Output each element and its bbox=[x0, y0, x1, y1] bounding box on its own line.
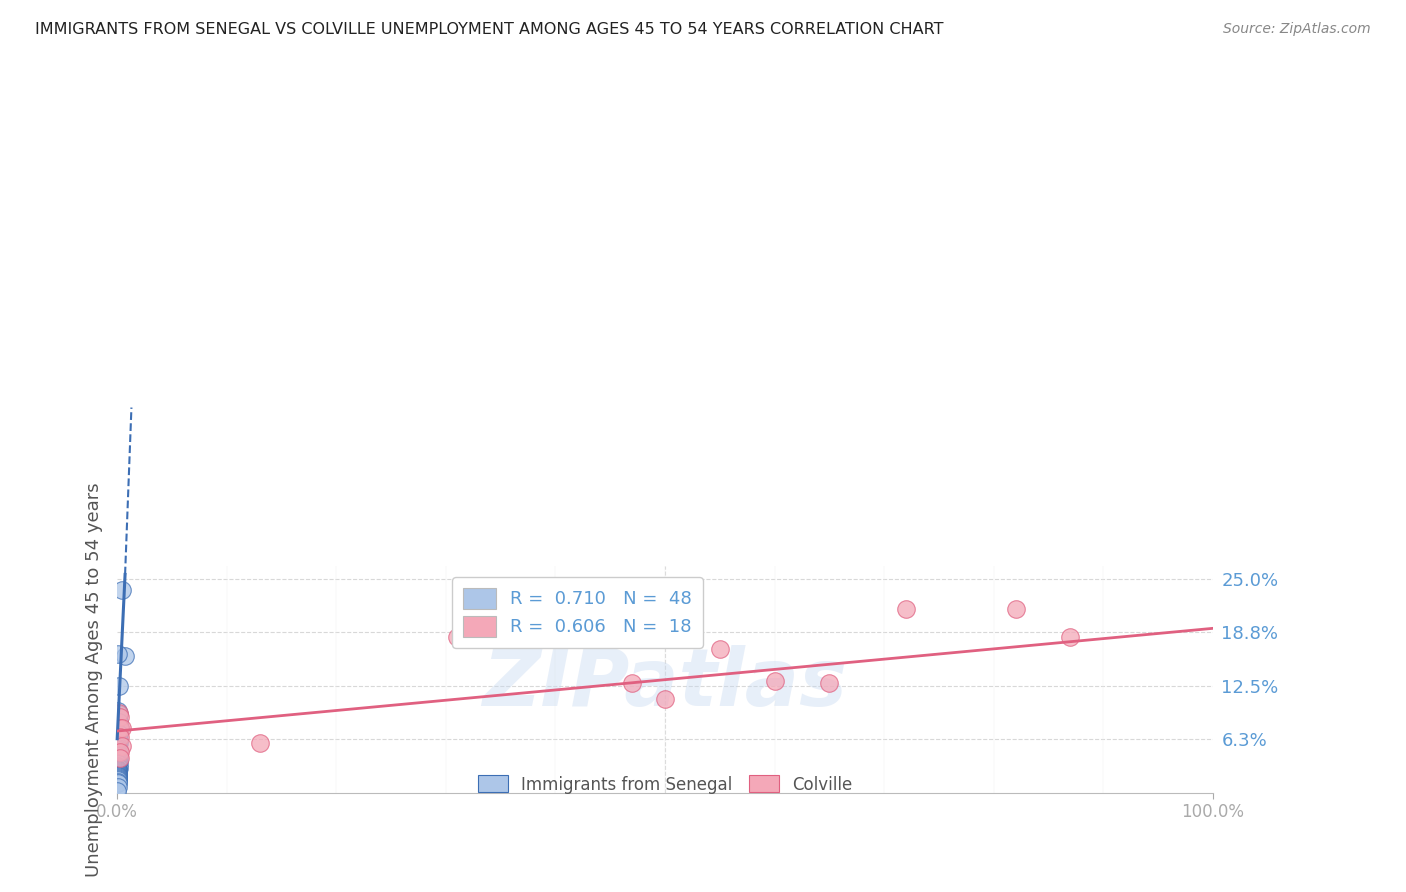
Point bbox=[107, 768, 129, 782]
Point bbox=[105, 784, 128, 798]
Point bbox=[108, 743, 131, 757]
Point bbox=[110, 722, 132, 736]
Point bbox=[107, 725, 129, 739]
Point bbox=[763, 674, 786, 689]
Point bbox=[108, 715, 131, 730]
Point bbox=[110, 722, 132, 736]
Point bbox=[110, 710, 132, 724]
Point bbox=[110, 745, 132, 759]
Legend: Immigrants from Senegal, Colville: Immigrants from Senegal, Colville bbox=[471, 769, 859, 800]
Point bbox=[108, 727, 131, 741]
Point bbox=[107, 750, 129, 764]
Point bbox=[107, 756, 129, 770]
Point bbox=[108, 753, 131, 767]
Point bbox=[107, 770, 129, 784]
Point bbox=[107, 780, 129, 794]
Point bbox=[709, 641, 731, 656]
Point bbox=[108, 679, 131, 693]
Point bbox=[108, 761, 131, 775]
Point bbox=[107, 772, 129, 787]
Point bbox=[107, 766, 129, 780]
Point bbox=[107, 776, 129, 790]
Point bbox=[107, 771, 129, 785]
Point bbox=[249, 736, 271, 750]
Point bbox=[107, 746, 129, 760]
Point bbox=[894, 601, 917, 615]
Point bbox=[107, 739, 129, 753]
Point bbox=[107, 704, 129, 718]
Point bbox=[108, 736, 131, 750]
Point bbox=[108, 756, 131, 771]
Point bbox=[107, 763, 129, 777]
Point bbox=[110, 751, 132, 765]
Text: Source: ZipAtlas.com: Source: ZipAtlas.com bbox=[1223, 22, 1371, 37]
Point bbox=[110, 582, 132, 597]
Point bbox=[107, 767, 129, 781]
Point bbox=[621, 676, 644, 690]
Point bbox=[1004, 601, 1026, 615]
Point bbox=[107, 762, 129, 776]
Point bbox=[107, 751, 129, 765]
Point bbox=[107, 764, 129, 779]
Point bbox=[107, 759, 129, 773]
Point bbox=[108, 747, 131, 762]
Point bbox=[107, 647, 129, 661]
Point bbox=[107, 730, 129, 744]
Point bbox=[108, 706, 131, 721]
Point bbox=[110, 730, 132, 744]
Point bbox=[107, 772, 129, 786]
Point bbox=[654, 691, 676, 706]
Y-axis label: Unemployment Among Ages 45 to 54 years: Unemployment Among Ages 45 to 54 years bbox=[86, 482, 103, 877]
Point bbox=[110, 722, 132, 736]
Point bbox=[107, 757, 129, 772]
Point bbox=[446, 630, 468, 644]
Text: ZIPatlas: ZIPatlas bbox=[482, 645, 848, 723]
Point bbox=[107, 767, 129, 781]
Point bbox=[107, 745, 129, 759]
Point bbox=[107, 765, 129, 780]
Point bbox=[108, 706, 131, 720]
Point bbox=[107, 748, 129, 763]
Point bbox=[107, 774, 129, 789]
Point bbox=[818, 676, 841, 690]
Point bbox=[107, 769, 129, 783]
Point bbox=[107, 764, 129, 778]
Point bbox=[1059, 630, 1081, 644]
Point bbox=[108, 732, 131, 747]
Point bbox=[107, 741, 129, 756]
Text: IMMIGRANTS FROM SENEGAL VS COLVILLE UNEMPLOYMENT AMONG AGES 45 TO 54 YEARS CORRE: IMMIGRANTS FROM SENEGAL VS COLVILLE UNEM… bbox=[35, 22, 943, 37]
Point bbox=[114, 648, 136, 663]
Point bbox=[107, 760, 129, 774]
Point bbox=[107, 754, 129, 768]
Point bbox=[110, 739, 132, 753]
